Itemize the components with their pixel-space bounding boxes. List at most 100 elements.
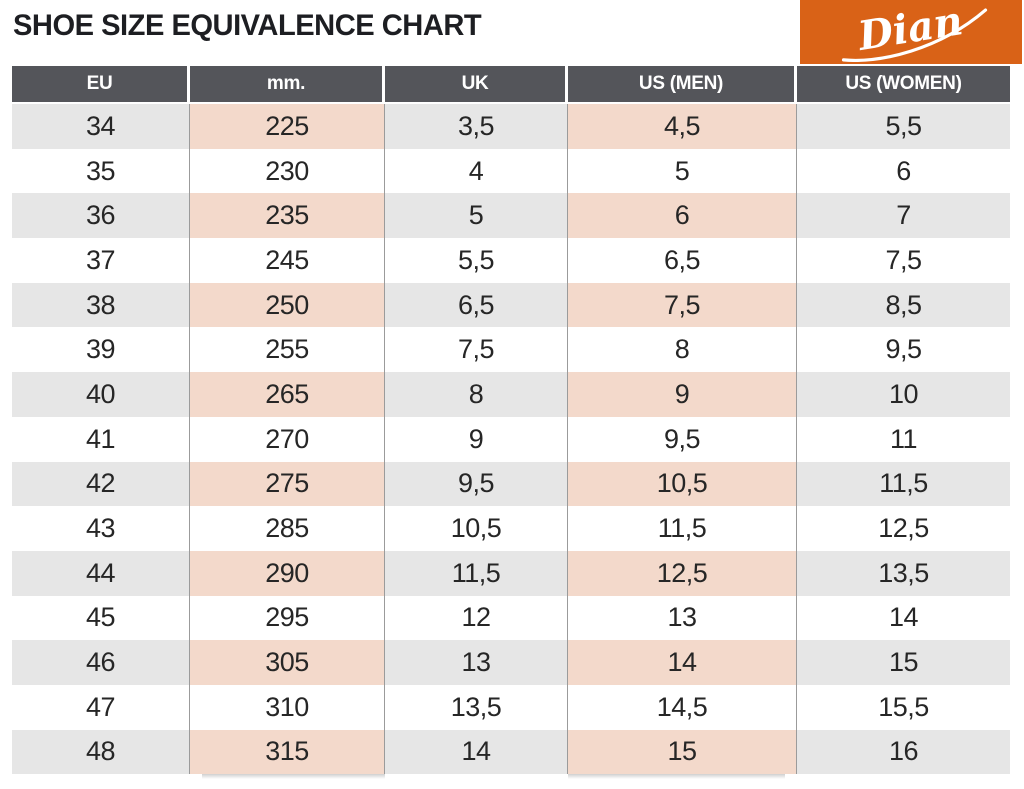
table-cell: 235 [190, 193, 385, 239]
table-cell: 275 [190, 461, 385, 507]
table-cell: 45 [12, 595, 190, 641]
table-cell: 13 [568, 595, 797, 641]
table-cell: 255 [190, 327, 385, 373]
table-row: 44 290 11,5 12,5 13,5 [12, 550, 1010, 596]
table-cell: 43 [12, 506, 190, 551]
table-cell: 13,5 [797, 550, 1010, 596]
usmen-column-shadow [568, 774, 785, 779]
size-equivalence-table: EU mm. UK US (MEN) US (WOMEN) 34 225 3,5 4,5 5,5… [12, 66, 1010, 775]
table-row: 43 285 10,5 11,5 12,5 [12, 506, 1010, 551]
table-cell: 9 [385, 416, 568, 462]
table-row: 34 225 3,5 4,5 5,5 [12, 104, 1010, 149]
table-row: 47 310 13,5 14,5 15,5 [12, 684, 1010, 730]
table-cell: 8,5 [797, 282, 1010, 328]
table-cell: 11,5 [568, 506, 797, 551]
table-cell: 310 [190, 684, 385, 730]
table-cell: 3,5 [385, 104, 568, 149]
table-cell: 245 [190, 238, 385, 283]
table-cell: 305 [190, 640, 385, 685]
table-cell: 15 [797, 640, 1010, 685]
table-cell: 42 [12, 461, 190, 507]
table-cell: 14 [385, 729, 568, 775]
table-cell: 250 [190, 282, 385, 328]
table-cell: 16 [797, 729, 1010, 775]
table-cell: 12 [385, 595, 568, 641]
table-cell: 5,5 [385, 238, 568, 283]
table-cell: 37 [12, 238, 190, 283]
table-cell: 7,5 [385, 327, 568, 373]
column-header-us-men: US (MEN) [568, 66, 797, 104]
table-cell: 34 [12, 104, 190, 149]
table-cell: 225 [190, 104, 385, 149]
column-header-eu: EU [12, 66, 190, 104]
table-cell: 8 [385, 372, 568, 417]
table-cell: 4 [385, 148, 568, 194]
table-row: 45 295 12 13 14 [12, 595, 1010, 641]
table-row: 46 305 13 14 15 [12, 640, 1010, 685]
table-cell: 9,5 [568, 416, 797, 462]
table-cell: 9,5 [385, 461, 568, 507]
table-row: 38 250 6,5 7,5 8,5 [12, 282, 1010, 328]
table-cell: 14,5 [568, 684, 797, 730]
table-cell: 6 [797, 148, 1010, 194]
table-cell: 12,5 [568, 550, 797, 596]
table-cell: 6 [568, 193, 797, 239]
table-cell: 12,5 [797, 506, 1010, 551]
column-header-mm: mm. [190, 66, 385, 104]
table-cell: 13,5 [385, 684, 568, 730]
table-cell: 36 [12, 193, 190, 239]
table-row: 48 315 14 15 16 [12, 729, 1010, 775]
table-cell: 11 [797, 416, 1010, 462]
table-cell: 9,5 [797, 327, 1010, 373]
table-cell: 39 [12, 327, 190, 373]
table-cell: 15,5 [797, 684, 1010, 730]
table-cell: 5 [385, 193, 568, 239]
table-cell: 7,5 [797, 238, 1010, 283]
table-row: 35 230 4 5 6 [12, 148, 1010, 194]
table-cell: 7,5 [568, 282, 797, 328]
table-cell: 5,5 [797, 104, 1010, 149]
table-cell: 9 [568, 372, 797, 417]
table-cell: 295 [190, 595, 385, 641]
table-cell: 230 [190, 148, 385, 194]
brand-logo: Dian [841, 2, 988, 62]
table-cell: 5 [568, 148, 797, 194]
table-cell: 285 [190, 506, 385, 551]
table-cell: 6,5 [385, 282, 568, 328]
table-cell: 48 [12, 729, 190, 775]
table-row: 36 235 5 6 7 [12, 193, 1010, 239]
page-title: SHOE SIZE EQUIVALENCE CHART [13, 9, 482, 42]
table-cell: 265 [190, 372, 385, 417]
table-cell: 44 [12, 550, 190, 596]
table-cell: 35 [12, 148, 190, 194]
table-cell: 290 [190, 550, 385, 596]
table-cell: 47 [12, 684, 190, 730]
table-row: 37 245 5,5 6,5 7,5 [12, 238, 1010, 283]
table-row: 39 255 7,5 8 9,5 [12, 327, 1010, 373]
table-cell: 46 [12, 640, 190, 685]
brand-banner: Dian [800, 0, 1022, 64]
table-cell: 14 [797, 595, 1010, 641]
table-cell: 4,5 [568, 104, 797, 149]
table-row: 42 275 9,5 10,5 11,5 [12, 461, 1010, 507]
table-cell: 10,5 [385, 506, 568, 551]
table-cell: 14 [568, 640, 797, 685]
table-cell: 315 [190, 729, 385, 775]
table-cell: 40 [12, 372, 190, 417]
table-row: 40 265 8 9 10 [12, 372, 1010, 417]
table-body: 34 225 3,5 4,5 5,5 35 230 4 5 6 36 235 5 6 7 37 245 5,5 6,… [12, 104, 1010, 775]
table-cell: 11,5 [385, 550, 568, 596]
table-cell: 10,5 [568, 461, 797, 507]
table-cell: 7 [797, 193, 1010, 239]
table-cell: 10 [797, 372, 1010, 417]
table-header-row: EU mm. UK US (MEN) US (WOMEN) [12, 66, 1010, 104]
logo-swash [841, 8, 988, 62]
table-cell: 11,5 [797, 461, 1010, 507]
table-cell: 13 [385, 640, 568, 685]
table-cell: 8 [568, 327, 797, 373]
table-cell: 270 [190, 416, 385, 462]
table-row: 41 270 9 9,5 11 [12, 416, 1010, 462]
column-header-uk: UK [385, 66, 568, 104]
table-cell: 41 [12, 416, 190, 462]
table-cell: 15 [568, 729, 797, 775]
